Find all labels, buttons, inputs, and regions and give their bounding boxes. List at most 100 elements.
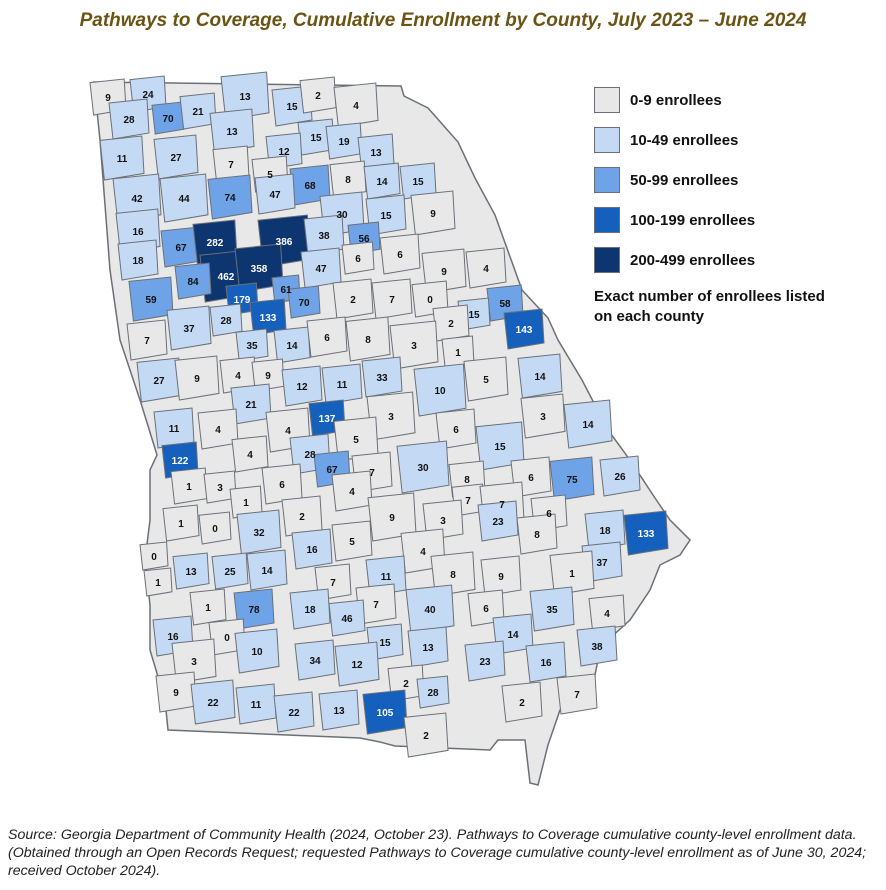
county-value-label: 13 bbox=[333, 706, 345, 717]
legend-label: 0-9 enrollees bbox=[630, 91, 722, 109]
county-shape bbox=[463, 356, 509, 402]
county-value-label: 21 bbox=[245, 400, 257, 411]
county-value-label: 28 bbox=[427, 688, 439, 699]
county-value-label: 18 bbox=[599, 526, 611, 537]
county-shape bbox=[329, 160, 367, 198]
county-value-label: 27 bbox=[153, 376, 165, 387]
county-value-label: 18 bbox=[304, 605, 316, 616]
county-value-label: 462 bbox=[218, 272, 235, 283]
county-value-label: 386 bbox=[276, 237, 293, 248]
county-value-label: 67 bbox=[175, 243, 187, 254]
legend-swatch bbox=[594, 127, 620, 153]
county-shape bbox=[99, 135, 145, 181]
county-value-label: 15 bbox=[468, 310, 480, 321]
county-shape bbox=[126, 319, 168, 361]
county-shape bbox=[207, 174, 253, 220]
county-value-label: 11 bbox=[117, 154, 128, 165]
county-shape bbox=[389, 320, 439, 370]
county-value-label: 6 bbox=[453, 425, 459, 436]
county-value-label: 1 bbox=[205, 603, 211, 614]
county-value-label: 6 bbox=[397, 250, 403, 261]
county-value-label: 2 bbox=[350, 295, 356, 306]
county-value-label: 282 bbox=[207, 238, 224, 249]
county-value-label: 14 bbox=[582, 420, 594, 431]
county-value-label: 67 bbox=[326, 465, 338, 476]
county-shape bbox=[549, 550, 595, 596]
county-shape bbox=[174, 355, 220, 401]
county-value-label: 84 bbox=[187, 277, 199, 288]
county-value-label: 6 bbox=[279, 480, 285, 491]
legend-item: 50-99 enrollees bbox=[594, 160, 755, 200]
county-value-label: 24 bbox=[142, 90, 154, 101]
county-shape bbox=[231, 435, 269, 473]
county-shape bbox=[576, 625, 618, 667]
county-value-label: 28 bbox=[220, 316, 232, 327]
county-value-label: 16 bbox=[167, 632, 179, 643]
county-value-label: 7 bbox=[389, 295, 395, 306]
county-value-label: 42 bbox=[131, 194, 143, 205]
county-value-label: 56 bbox=[358, 234, 370, 245]
county-shape bbox=[556, 673, 598, 715]
county-shape bbox=[520, 393, 566, 439]
county-value-label: 1 bbox=[186, 482, 192, 493]
county-value-label: 11 bbox=[381, 572, 392, 583]
county-value-label: 7 bbox=[330, 578, 336, 589]
county-shape bbox=[480, 555, 522, 597]
county-value-label: 70 bbox=[162, 114, 174, 125]
map-title: Pathways to Coverage, Cumulative Enrollm… bbox=[79, 10, 807, 31]
county-value-label: 4 bbox=[483, 264, 489, 275]
county-value-label: 4 bbox=[247, 450, 253, 461]
county-value-label: 11 bbox=[169, 424, 180, 435]
county-value-label: 7 bbox=[369, 468, 375, 479]
county-shape bbox=[159, 173, 209, 223]
county-value-label: 0 bbox=[151, 552, 157, 563]
county-shape bbox=[332, 278, 374, 320]
county-value-label: 0 bbox=[212, 524, 218, 535]
county-value-label: 15 bbox=[310, 133, 322, 144]
county-value-label: 5 bbox=[267, 170, 273, 181]
county-value-label: 2 bbox=[423, 731, 429, 742]
county-value-label: 23 bbox=[479, 657, 491, 668]
county-shape bbox=[413, 363, 467, 417]
county-shape bbox=[174, 262, 212, 300]
county-value-label: 28 bbox=[304, 450, 316, 461]
legend-label: 50-99 enrollees bbox=[630, 171, 739, 189]
county-value-label: 6 bbox=[546, 509, 552, 520]
county-value-label: 15 bbox=[379, 638, 391, 649]
county-value-label: 133 bbox=[638, 529, 655, 540]
county-value-label: 9 bbox=[173, 688, 179, 699]
county-value-label: 8 bbox=[534, 530, 540, 541]
county-value-label: 16 bbox=[132, 227, 144, 238]
county-value-label: 47 bbox=[269, 190, 281, 201]
county-shape bbox=[273, 326, 311, 364]
legend-label: 100-199 enrollees bbox=[630, 211, 756, 229]
county-value-label: 7 bbox=[574, 690, 580, 701]
county-shape bbox=[525, 641, 567, 683]
county-shape bbox=[435, 408, 477, 450]
county-value-label: 9 bbox=[105, 93, 111, 104]
county-shape bbox=[345, 316, 391, 362]
county-shape bbox=[235, 328, 269, 362]
county-shape bbox=[623, 510, 669, 556]
county-value-label: 23 bbox=[492, 517, 504, 528]
county-value-label: 122 bbox=[172, 456, 189, 467]
county-value-label: 2 bbox=[299, 512, 305, 523]
county-value-label: 7 bbox=[465, 496, 471, 507]
county-value-label: 7 bbox=[499, 500, 505, 511]
county-value-label: 75 bbox=[566, 475, 578, 486]
county-value-label: 13 bbox=[422, 643, 434, 654]
county-value-label: 18 bbox=[132, 256, 144, 267]
county-value-label: 15 bbox=[286, 102, 298, 113]
county-shape bbox=[517, 353, 563, 399]
county-value-label: 58 bbox=[499, 299, 511, 310]
county-value-label: 13 bbox=[370, 148, 382, 159]
county-value-label: 2 bbox=[519, 698, 525, 709]
legend-swatch bbox=[594, 167, 620, 193]
county-value-label: 5 bbox=[353, 435, 359, 446]
county-value-label: 3 bbox=[411, 341, 417, 352]
county-value-label: 27 bbox=[170, 153, 182, 164]
county-value-label: 4 bbox=[235, 371, 241, 382]
county-value-label: 3 bbox=[191, 657, 197, 668]
county-value-label: 179 bbox=[234, 295, 251, 306]
county-value-label: 1 bbox=[455, 348, 461, 359]
